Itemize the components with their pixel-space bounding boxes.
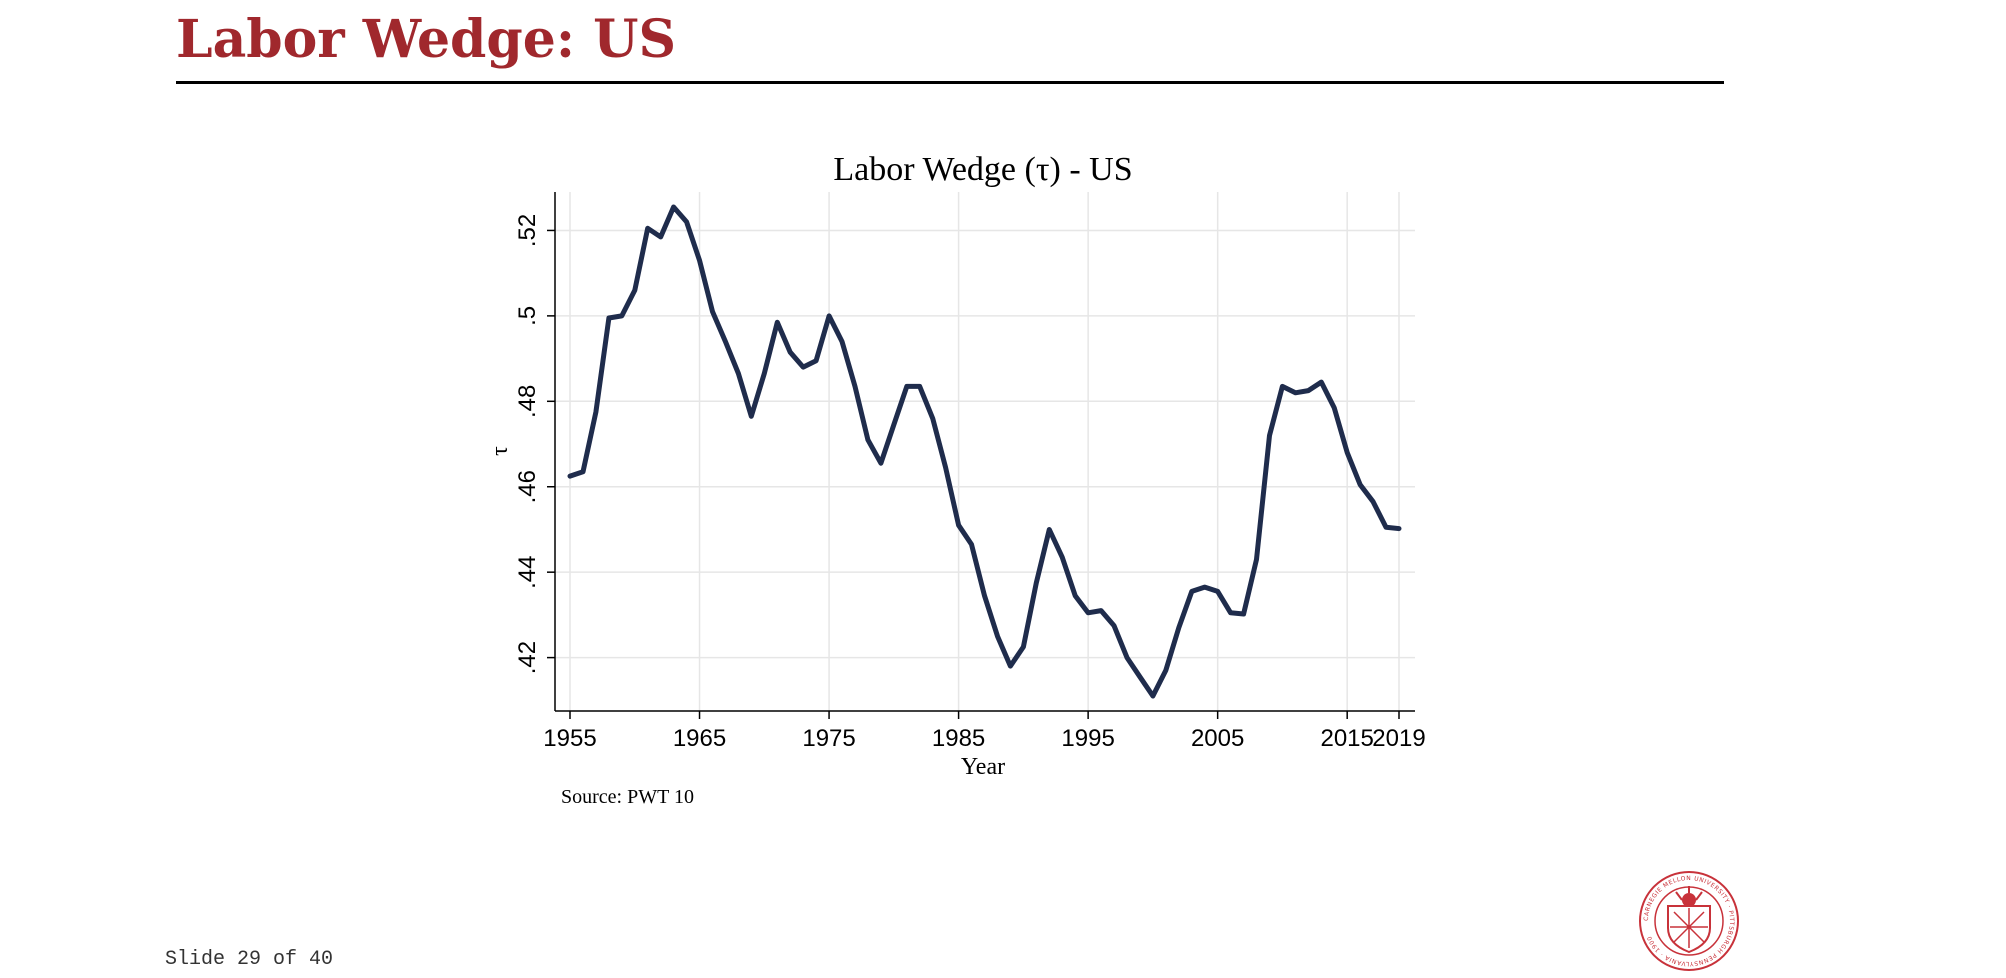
university-seal-logo: CARNEGIE MELLON UNIVERSITY · PITTSBURGH …	[1639, 871, 1739, 971]
x-tick-label: 1985	[932, 725, 985, 752]
series-line	[567, 204, 1402, 699]
chart-axes	[554, 192, 1415, 712]
slide-title: Labor Wedge: US	[176, 9, 677, 70]
x-tick-label: 2005	[1191, 725, 1244, 752]
y-tick-label: .44	[514, 555, 541, 588]
x-tick-label: 2015	[1320, 725, 1373, 752]
x-tick-label: 1995	[1061, 725, 1114, 752]
slide-counter: Slide 29 of 40	[165, 948, 334, 971]
title-rule	[176, 81, 1724, 84]
x-tick-label: 1975	[802, 725, 855, 752]
source-note: Source: PWT 10	[561, 786, 694, 808]
y-tick-label: .46	[514, 470, 541, 503]
seal-shield-icon	[1667, 905, 1711, 954]
chart-title: Labor Wedge (τ) - US	[833, 151, 1132, 188]
y-tick-label: .5	[514, 306, 541, 326]
x-tick-label: 2019	[1372, 725, 1425, 752]
y-tick-label: .48	[514, 385, 541, 418]
y-axis-label: τ	[487, 446, 513, 456]
x-tick-label: 1965	[673, 725, 726, 752]
x-tick-label: 1955	[543, 725, 596, 752]
chart-gridlines	[555, 192, 1415, 711]
chart-ticks: .42 .44 .46 .48 .5 .52 1955 1965 1975 1985 1995 200…	[514, 214, 1426, 752]
y-tick-label: .42	[514, 641, 541, 674]
y-tick-label: .52	[514, 214, 541, 247]
x-axis-label: Year	[961, 754, 1005, 780]
